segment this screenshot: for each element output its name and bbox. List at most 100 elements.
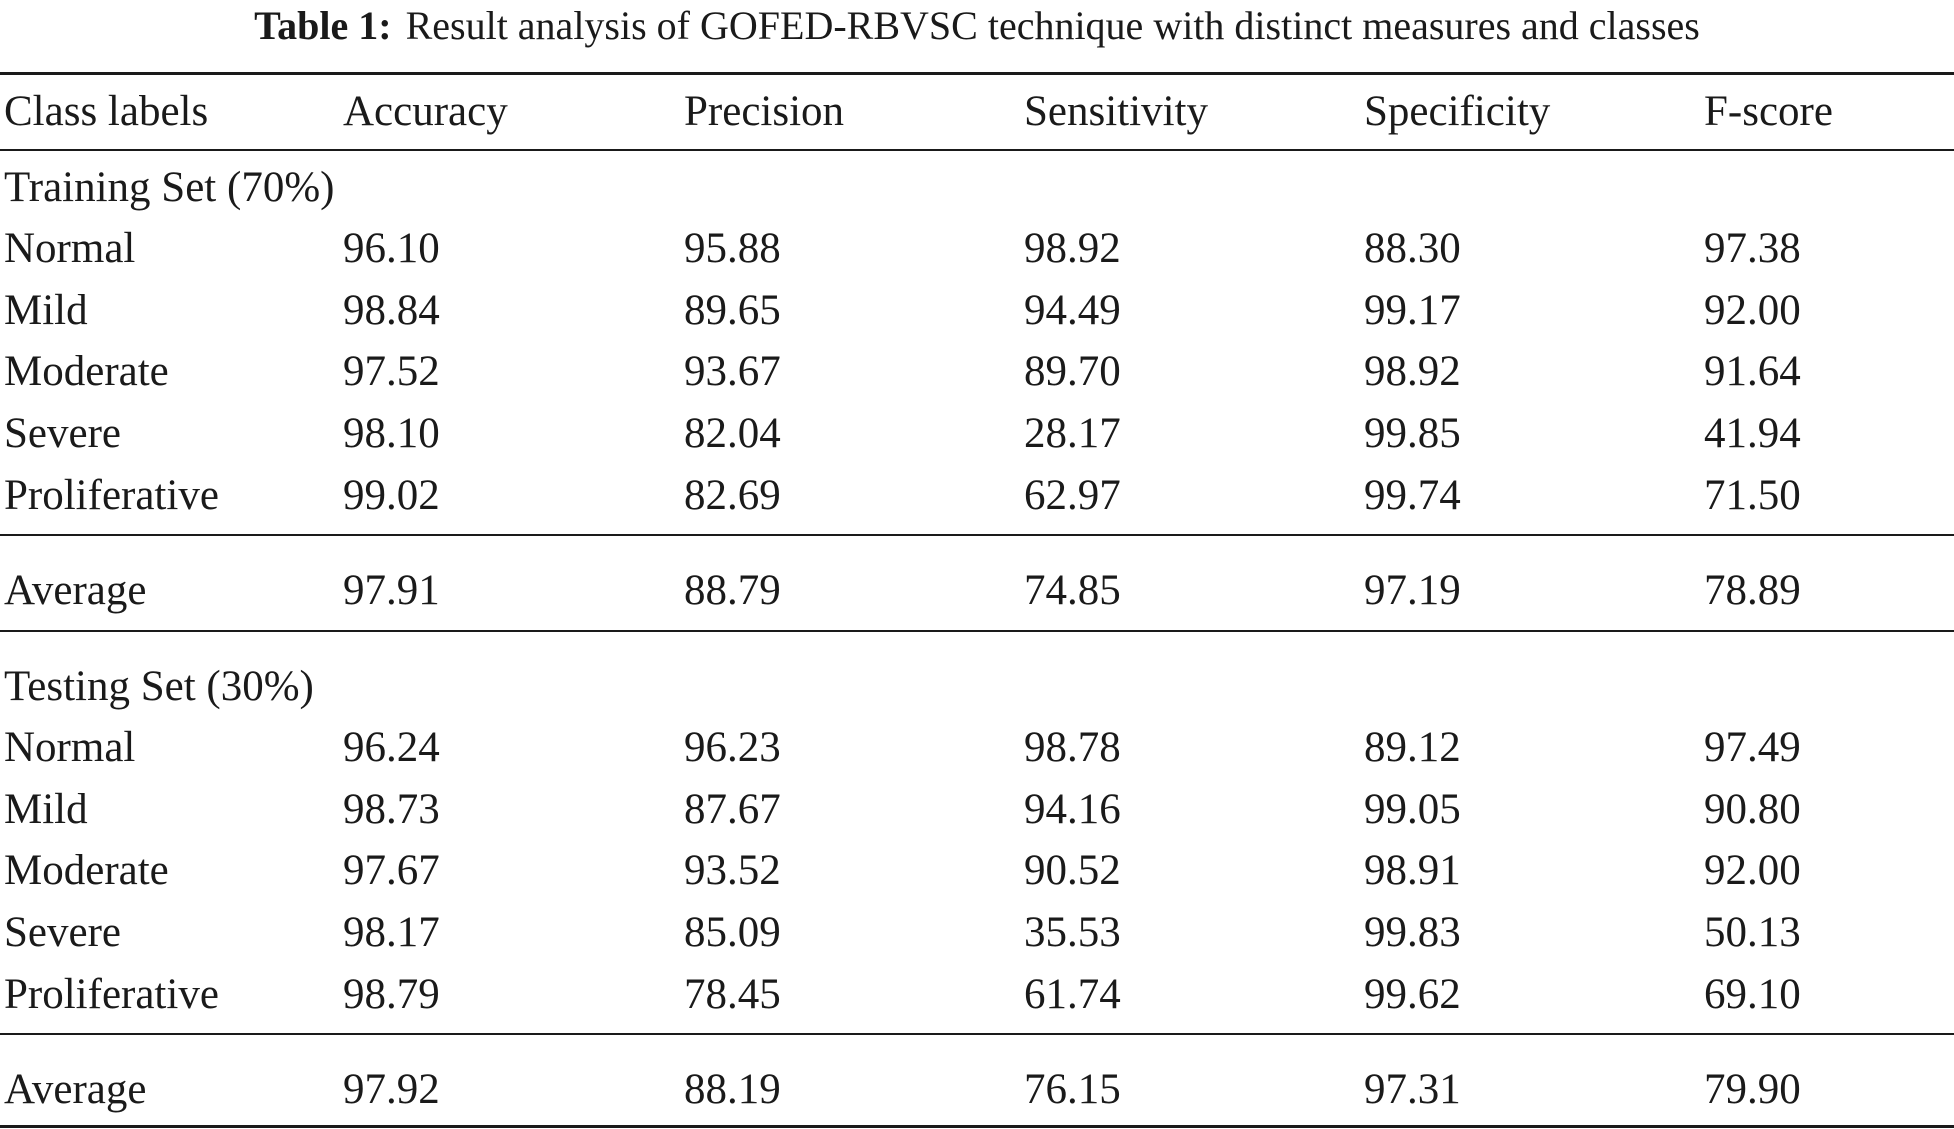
precision-value: 85.09 <box>684 909 781 956</box>
f-score-value: 92.00 <box>1704 847 1801 894</box>
header-class-labels: Class labels <box>4 88 209 135</box>
sensitivity-value: 62.97 <box>1024 472 1121 519</box>
precision-value: 95.88 <box>684 225 781 272</box>
specificity-value: 99.17 <box>1364 287 1461 334</box>
average-rule <box>0 1033 1954 1035</box>
specificity-value: 99.83 <box>1364 909 1461 956</box>
caption-text: Result analysis of GOFED-RBVSC technique… <box>405 3 1700 48</box>
sensitivity-value: 98.92 <box>1024 225 1121 272</box>
precision-value: 82.69 <box>684 472 781 519</box>
class-label: Moderate <box>4 847 169 894</box>
accuracy-value: 97.52 <box>343 348 440 395</box>
f-score-value: 97.38 <box>1704 225 1801 272</box>
table-row: Normal 96.24 96.23 98.78 89.12 97.49 <box>0 720 1954 776</box>
sensitivity-value: 94.16 <box>1024 786 1121 833</box>
precision-value: 82.04 <box>684 410 781 457</box>
accuracy-value: 96.10 <box>343 225 440 272</box>
class-label: Severe <box>4 909 121 956</box>
f-score-value: 69.10 <box>1704 971 1801 1018</box>
f-score-value: 97.49 <box>1704 724 1801 771</box>
sensitivity-value: 89.70 <box>1024 348 1121 395</box>
precision-value: 93.67 <box>684 348 781 395</box>
specificity-value: 97.19 <box>1364 567 1461 614</box>
table-row: Proliferative 99.02 82.69 62.97 99.74 71… <box>0 468 1954 524</box>
table-row: Proliferative 98.79 78.45 61.74 99.62 69… <box>0 967 1954 1023</box>
section-rule <box>0 630 1954 632</box>
sensitivity-value: 61.74 <box>1024 971 1121 1018</box>
average-row: Average 97.92 88.19 76.15 97.31 79.90 <box>0 1062 1954 1118</box>
precision-value: 89.65 <box>684 287 781 334</box>
accuracy-value: 99.02 <box>343 472 440 519</box>
accuracy-value: 97.67 <box>343 847 440 894</box>
header-accuracy: Accuracy <box>343 88 508 135</box>
table-caption: Table 1: Result analysis of GOFED-RBVSC t… <box>0 0 1954 56</box>
class-label: Normal <box>4 724 136 771</box>
f-score-value: 41.94 <box>1704 410 1801 457</box>
header-precision: Precision <box>684 88 845 135</box>
accuracy-value: 97.91 <box>343 567 440 614</box>
precision-value: 93.52 <box>684 847 781 894</box>
top-rule <box>0 72 1954 75</box>
precision-value: 87.67 <box>684 786 781 833</box>
f-score-value: 91.64 <box>1704 348 1801 395</box>
sensitivity-value: 28.17 <box>1024 410 1121 457</box>
accuracy-value: 98.10 <box>343 410 440 457</box>
sensitivity-value: 76.15 <box>1024 1066 1121 1113</box>
table-row: Mild 98.84 89.65 94.49 99.17 92.00 <box>0 283 1954 339</box>
f-score-value: 90.80 <box>1704 786 1801 833</box>
header-specificity: Specificity <box>1364 88 1551 135</box>
class-label: Proliferative <box>4 472 219 519</box>
table-row: Moderate 97.67 93.52 90.52 98.91 92.00 <box>0 843 1954 899</box>
f-score-value: 78.89 <box>1704 567 1801 614</box>
header-row: Class labels Accuracy Precision Sensitiv… <box>0 84 1954 140</box>
accuracy-value: 97.92 <box>343 1066 440 1113</box>
f-score-value: 71.50 <box>1704 472 1801 519</box>
specificity-value: 88.30 <box>1364 225 1461 272</box>
precision-value: 88.19 <box>684 1066 781 1113</box>
accuracy-value: 98.73 <box>343 786 440 833</box>
specificity-value: 99.05 <box>1364 786 1461 833</box>
section-title-testing: Testing Set (30%) <box>4 663 314 710</box>
accuracy-value: 98.17 <box>343 909 440 956</box>
accuracy-value: 98.79 <box>343 971 440 1018</box>
class-label: Normal <box>4 225 136 272</box>
specificity-value: 99.85 <box>1364 410 1461 457</box>
specificity-value: 98.91 <box>1364 847 1461 894</box>
table-row: Severe 98.10 82.04 28.17 99.85 41.94 <box>0 406 1954 462</box>
table-row: Severe 98.17 85.09 35.53 99.83 50.13 <box>0 905 1954 961</box>
f-score-value: 79.90 <box>1704 1066 1801 1113</box>
sensitivity-value: 35.53 <box>1024 909 1121 956</box>
table-row: Normal 96.10 95.88 98.92 88.30 97.38 <box>0 221 1954 277</box>
precision-value: 78.45 <box>684 971 781 1018</box>
average-row: Average 97.91 88.79 74.85 97.19 78.89 <box>0 563 1954 619</box>
header-f-score: F-score <box>1704 88 1833 135</box>
caption-label: Table 1: <box>254 3 392 48</box>
sensitivity-value: 74.85 <box>1024 567 1121 614</box>
class-label: Severe <box>4 410 121 457</box>
class-label: Mild <box>4 786 88 833</box>
precision-value: 96.23 <box>684 724 781 771</box>
sensitivity-value: 90.52 <box>1024 847 1121 894</box>
section-title-training: Training Set (70%) <box>4 164 335 211</box>
sensitivity-value: 98.78 <box>1024 724 1121 771</box>
f-score-value: 50.13 <box>1704 909 1801 956</box>
header-sensitivity: Sensitivity <box>1024 88 1208 135</box>
average-rule <box>0 534 1954 536</box>
specificity-value: 99.74 <box>1364 472 1461 519</box>
class-label: Proliferative <box>4 971 219 1018</box>
specificity-value: 97.31 <box>1364 1066 1461 1113</box>
table-row: Mild 98.73 87.67 94.16 99.05 90.80 <box>0 782 1954 838</box>
class-label: Mild <box>4 287 88 334</box>
specificity-value: 99.62 <box>1364 971 1461 1018</box>
accuracy-value: 96.24 <box>343 724 440 771</box>
accuracy-value: 98.84 <box>343 287 440 334</box>
bottom-rule <box>0 1125 1954 1128</box>
sensitivity-value: 94.49 <box>1024 287 1121 334</box>
table-row: Moderate 97.52 93.67 89.70 98.92 91.64 <box>0 344 1954 400</box>
class-label: Moderate <box>4 348 169 395</box>
precision-value: 88.79 <box>684 567 781 614</box>
header-rule <box>0 149 1954 151</box>
specificity-value: 89.12 <box>1364 724 1461 771</box>
f-score-value: 92.00 <box>1704 287 1801 334</box>
average-label: Average <box>4 567 147 614</box>
